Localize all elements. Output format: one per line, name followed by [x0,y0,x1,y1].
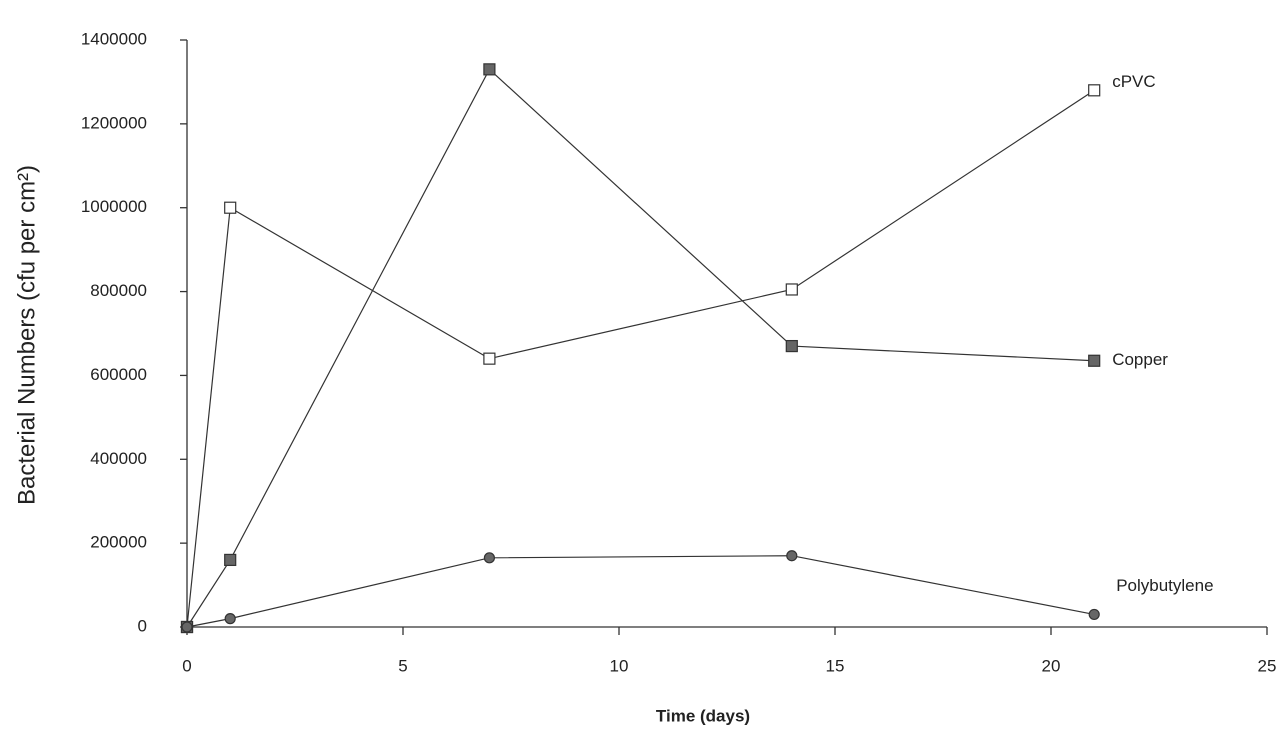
series-line [186,89,1095,628]
marker [785,283,798,296]
x-tick-label: 5 [398,656,407,675]
x-axis-label: Time (days) [656,706,750,725]
y-axis-label: Bacterial Numbers (cfu per cm²) [13,165,40,505]
series-label: cPVC [1112,72,1155,91]
y-tick-label: 800000 [90,281,147,300]
y-tick-label: 200000 [90,533,147,552]
series-label: Polybutylene [1116,576,1213,595]
marker [1088,354,1101,367]
x-tick-label: 25 [1258,656,1277,675]
x-tick-label: 0 [182,656,191,675]
marker [1088,608,1100,621]
marker [483,552,495,564]
marker [483,352,496,365]
series-label: Copper [1112,350,1168,369]
y-tick-label: 1000000 [81,197,147,216]
marker [786,550,798,562]
y-tick-label: 400000 [90,449,147,468]
marker [785,339,798,353]
y-tick-label: 0 [138,616,147,635]
x-tick-label: 15 [826,656,845,675]
x-tick-label: 20 [1042,656,1061,675]
marker [1088,84,1101,97]
y-tick-label: 1400000 [81,29,147,48]
marker [181,621,193,633]
series-line [186,68,1095,628]
marker [224,553,237,567]
marker [224,613,236,625]
y-tick-label: 600000 [90,365,147,384]
marker [483,63,496,76]
marker [224,201,237,214]
series-line [186,555,1095,628]
y-tick-label: 1200000 [81,113,147,132]
x-tick-label: 10 [610,656,629,675]
